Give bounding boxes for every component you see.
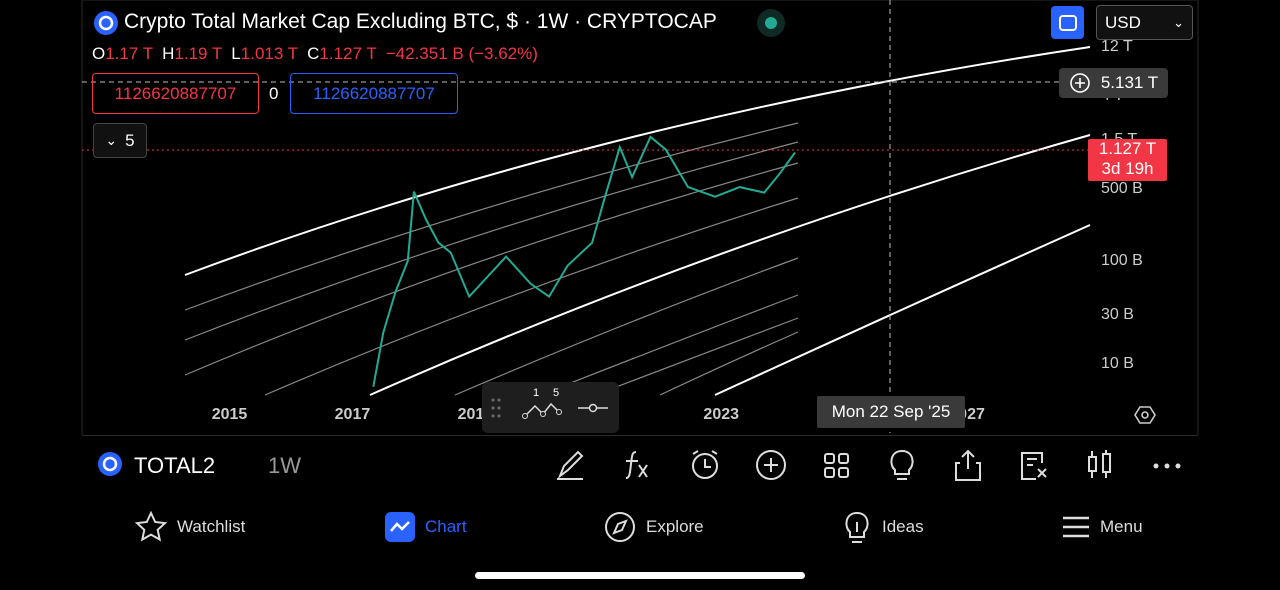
crosshair-price: 5.131 T: [1100, 73, 1159, 92]
x-tick-label: 2023: [703, 406, 739, 423]
channel-line: [184, 141, 799, 341]
chart: 201520172019202120232025202710 B30 B100 …: [81, 0, 1199, 435]
ohlc-value: 1.013 T: [240, 44, 299, 63]
line-tool-icon[interactable]: [578, 400, 608, 416]
channel-line: [659, 331, 799, 396]
tab-icon: [1063, 516, 1089, 538]
ohlc-item: O1.17 T: [92, 44, 153, 64]
currency-select[interactable]: USD ⌄: [1096, 5, 1193, 40]
y-tick-label: 10 B: [1101, 355, 1134, 372]
toolbar-icons: [557, 449, 1181, 481]
indicators-icon[interactable]: [625, 451, 648, 479]
layout-icon[interactable]: [824, 453, 849, 478]
watchlist-icon[interactable]: [1021, 452, 1047, 480]
tab-watchlist[interactable]: Watchlist: [135, 510, 245, 544]
ohlc-letter: C: [307, 44, 320, 63]
channel-upper: [184, 46, 1091, 276]
input-box[interactable]: 1126620887707: [92, 73, 259, 114]
bar-countdown: 3d 19h: [1101, 159, 1154, 178]
ideas-icon[interactable]: [890, 449, 914, 480]
tab-ideas[interactable]: Ideas: [842, 510, 924, 544]
ohlc-value: 1.17 T: [105, 44, 154, 63]
input-box[interactable]: 1126620887707: [290, 73, 458, 114]
ohlc-item: L1.013 T: [231, 44, 298, 64]
more-icon[interactable]: [1153, 463, 1181, 469]
chart-title: Crypto Total Market Cap Excluding BTC, $…: [124, 10, 717, 33]
tab-label: Chart: [425, 517, 467, 536]
channel-line: [264, 197, 799, 396]
tab-label: Menu: [1100, 517, 1143, 536]
x-tick-label: 2015: [212, 406, 248, 423]
tab-icon: [605, 512, 635, 542]
price-tag: 1.127 T 3d 19h: [1088, 139, 1167, 181]
channel-line: [454, 257, 799, 396]
status-dot: [757, 9, 785, 37]
tab-icon: [845, 511, 869, 543]
chart-toolbar: TOTAL2 1W: [82, 435, 1198, 494]
path-tool-icon[interactable]: [522, 400, 562, 420]
ohlc-item: C1.127 T: [307, 44, 377, 64]
current-price: 1.127 T: [1098, 139, 1157, 158]
channel-drawings: [82, 0, 1091, 433]
settings-icon[interactable]: [1134, 404, 1156, 426]
x-tick-label: 2017: [335, 406, 371, 423]
currency: USD: [1105, 12, 1141, 32]
channel-line: [184, 162, 799, 376]
share-icon[interactable]: [955, 449, 981, 481]
y-tick-label: 500 B: [1101, 180, 1143, 197]
price-line-series: [372, 135, 796, 387]
tab-icon: [135, 511, 167, 542]
draw-icon[interactable]: [557, 450, 584, 480]
tab-icon: [385, 512, 415, 542]
tab-menu[interactable]: Menu: [1062, 510, 1143, 544]
chart-frame: [81, 0, 1199, 435]
add-icon[interactable]: [756, 450, 786, 480]
home-indicator: [475, 572, 805, 579]
interval[interactable]: 1W: [268, 453, 301, 478]
crosshair-price-label: 5.131 T: [1059, 68, 1168, 98]
channel-line: [594, 317, 799, 396]
ohlc-item: H1.19 T: [162, 44, 222, 64]
ohlc-change: −42.351 B (−3.62%): [385, 44, 538, 63]
indicator-toggle[interactable]: ⌄ 5: [93, 123, 147, 158]
symbol[interactable]: TOTAL2: [134, 453, 216, 478]
toolbar-label: 5: [553, 387, 560, 399]
symbol-logo: [98, 452, 122, 476]
tab-label: Watchlist: [177, 517, 246, 536]
tab-label: Ideas: [882, 517, 924, 536]
y-tick-label: 12 T: [1101, 38, 1133, 55]
symbol-logo: [94, 11, 118, 35]
ohlc-letter: L: [231, 44, 241, 63]
tab-explore[interactable]: Explore: [604, 510, 704, 544]
crosshair-date-label: Mon 22 Sep '25: [817, 396, 965, 428]
y-tick-label: 30 B: [1101, 306, 1134, 323]
ohlc-value: 1.127 T: [319, 44, 377, 63]
tab-label: Explore: [646, 517, 704, 536]
channel-line: [539, 294, 799, 396]
fullscreen-button[interactable]: [1051, 6, 1084, 39]
y-tick-label: 100 B: [1101, 252, 1143, 269]
toolbar-label: 1: [533, 387, 540, 399]
ohlc-letter: H: [162, 44, 175, 63]
indicator-count: 5: [125, 130, 135, 150]
channel-lower: [714, 224, 1091, 396]
drag-handle[interactable]: [490, 397, 502, 419]
channel-middle: [369, 134, 1091, 396]
channel-line: [184, 122, 799, 311]
alert-icon[interactable]: [692, 450, 718, 479]
ohlc-row: O1.17 T H1.19 T L1.013 T C1.127 T −42.351 B …: [92, 44, 538, 64]
ohlc-value: 1.19 T: [174, 44, 223, 63]
tab-chart[interactable]: Chart: [385, 510, 467, 544]
floating-toolbar: 1 5: [482, 382, 619, 433]
ohlc-letter: O: [92, 44, 106, 63]
input-separator: 0: [269, 84, 279, 103]
chart-type-icon[interactable]: [1088, 450, 1111, 478]
